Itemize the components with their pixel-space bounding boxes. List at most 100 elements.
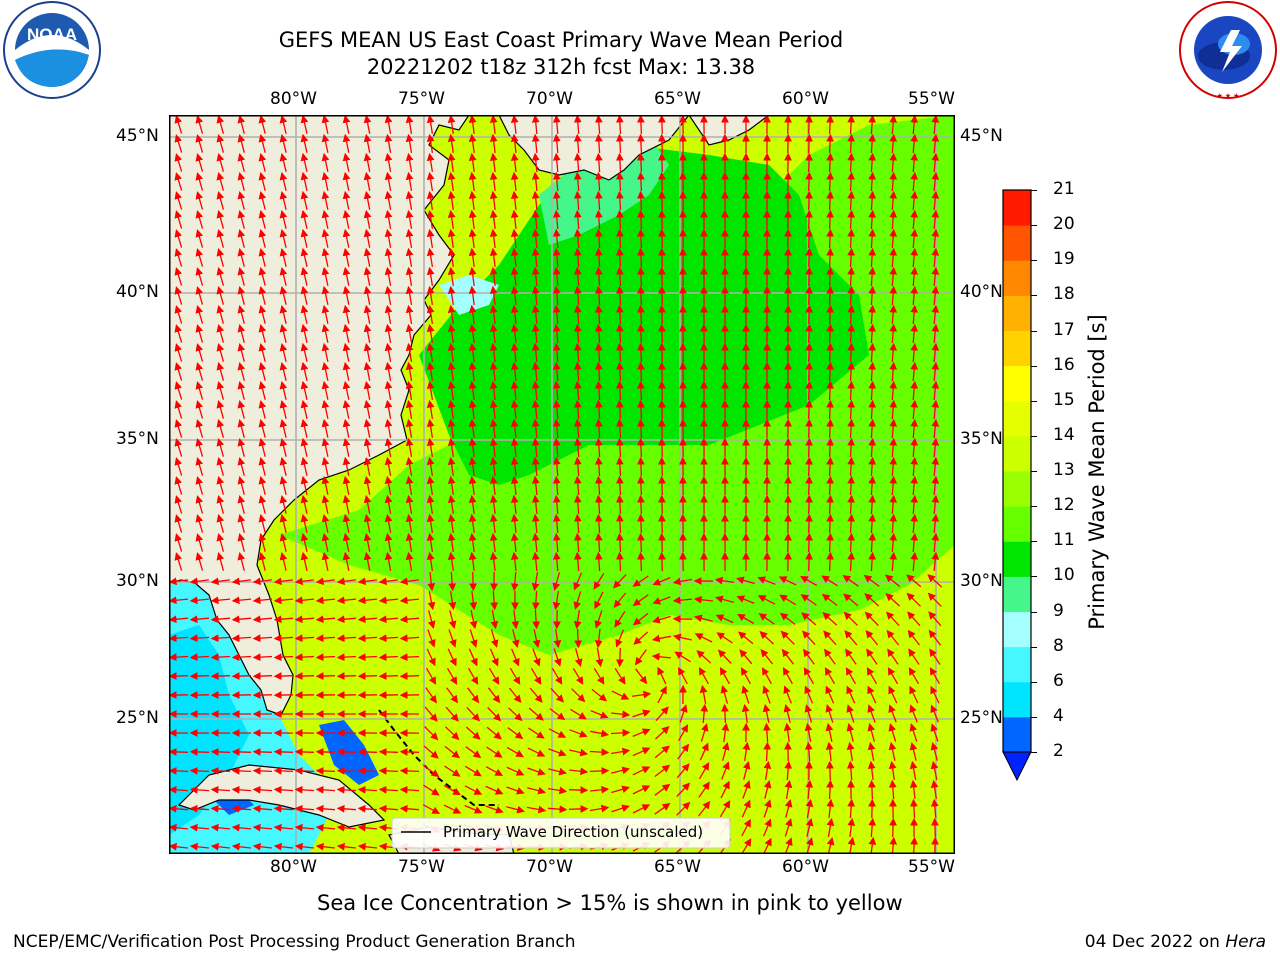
wave-arrow <box>447 418 456 438</box>
wave-arrow <box>237 229 246 248</box>
wave-arrow <box>847 380 856 401</box>
wave-arrow <box>279 286 288 305</box>
wave-arrow <box>868 209 877 230</box>
wave-arrow <box>889 817 897 838</box>
wave-arrow <box>399 577 419 586</box>
wave-arrow <box>826 304 835 325</box>
wave-arrow <box>426 475 435 496</box>
wave-arrow <box>273 615 294 624</box>
wave-arrow <box>889 380 898 401</box>
wave-arrow <box>864 611 879 626</box>
wave-arrow <box>889 494 898 515</box>
wave-arrow <box>594 475 603 496</box>
wave-arrow <box>531 228 540 249</box>
wave-arrow <box>258 210 267 229</box>
wave-arrow <box>189 615 210 624</box>
wave-arrow <box>508 687 522 704</box>
colorbar-tick <box>1031 471 1037 472</box>
colorbar-tick-label: 19 <box>1053 249 1075 270</box>
wave-arrow <box>868 133 877 154</box>
wave-arrow <box>826 399 835 420</box>
wave-arrow <box>826 285 835 306</box>
wave-arrow <box>573 342 582 363</box>
wave-arrow <box>425 667 437 685</box>
wave-arrow <box>826 494 835 515</box>
wave-arrow <box>378 748 399 756</box>
wave-arrow <box>216 305 225 324</box>
wave-arrow <box>321 380 330 400</box>
wave-arrow <box>342 323 351 343</box>
wave-arrow <box>273 634 294 643</box>
wave-arrow <box>237 191 246 210</box>
colorbar-segment <box>1003 435 1031 472</box>
wave-arrow <box>510 494 519 514</box>
wave-arrow <box>363 304 372 324</box>
colorbar-segment <box>1003 225 1031 261</box>
wave-arrow <box>405 380 414 401</box>
colorbar-tick-label: 9 <box>1053 600 1064 621</box>
wave-arrow <box>294 577 314 586</box>
wave-arrow <box>615 209 624 230</box>
lat-label-right: 25°N <box>960 708 1003 728</box>
wave-arrow <box>279 400 288 419</box>
wave-arrow <box>426 551 435 572</box>
wave-arrow <box>468 171 477 191</box>
wave-arrow <box>489 456 498 476</box>
wave-arrow <box>889 247 898 268</box>
gulf-cyan-inner <box>169 625 249 835</box>
wave-arrow <box>321 437 330 457</box>
wave-arrow <box>868 285 877 306</box>
wave-arrow <box>321 323 330 343</box>
wave-arrow <box>658 228 666 249</box>
wave-arrow <box>426 437 435 458</box>
wave-arrow <box>910 342 919 363</box>
wave-arrow <box>174 343 183 362</box>
wave-arrow <box>552 418 561 439</box>
wave-arrow <box>468 380 477 400</box>
wave-arrow <box>342 152 351 172</box>
wave-arrow <box>195 305 204 324</box>
wave-arrow <box>426 399 435 420</box>
wave-arrow <box>321 209 330 229</box>
wave-arrow <box>615 494 624 515</box>
wave-arrow <box>216 419 225 438</box>
wave-arrow <box>636 456 645 477</box>
wave-arrow <box>363 399 372 419</box>
wave-arrow <box>405 323 414 344</box>
wave-arrow <box>189 672 210 680</box>
wave-arrow <box>615 551 624 572</box>
lon-label-bottom: 70°W <box>526 857 573 877</box>
wave-arrow <box>615 304 624 325</box>
wave-arrow <box>672 633 692 642</box>
wave-arrow <box>279 438 288 457</box>
wave-arrow <box>887 667 899 685</box>
wave-arrow <box>489 399 498 419</box>
wave-arrow <box>342 532 351 552</box>
wave-arrow <box>658 152 666 173</box>
wave-arrow <box>510 475 519 495</box>
wave-arrow <box>510 247 519 267</box>
wave-arrow <box>655 706 669 722</box>
wave-arrow <box>658 456 666 477</box>
wave-arrow <box>847 418 856 439</box>
wave-arrow <box>469 571 477 592</box>
wave-arrow <box>258 533 267 552</box>
wave-arrow <box>740 667 751 685</box>
wave-arrow <box>342 115 351 134</box>
wave-arrow <box>252 615 273 624</box>
wave-arrow <box>216 172 225 191</box>
wave-arrow <box>447 266 456 286</box>
wave-arrow <box>930 685 940 704</box>
wave-arrow <box>252 653 273 662</box>
wave-arrow <box>195 476 204 495</box>
wave-arrow <box>846 685 856 704</box>
wave-arrow <box>210 766 231 775</box>
wave-arrow <box>868 247 877 268</box>
wave-arrow <box>447 228 456 248</box>
wave-arrow <box>615 152 624 173</box>
wave-arrow <box>426 133 435 154</box>
wave-arrow <box>273 748 294 756</box>
wave-arrow <box>300 152 309 172</box>
wave-arrow <box>279 362 288 381</box>
wave-arrow <box>696 650 712 664</box>
